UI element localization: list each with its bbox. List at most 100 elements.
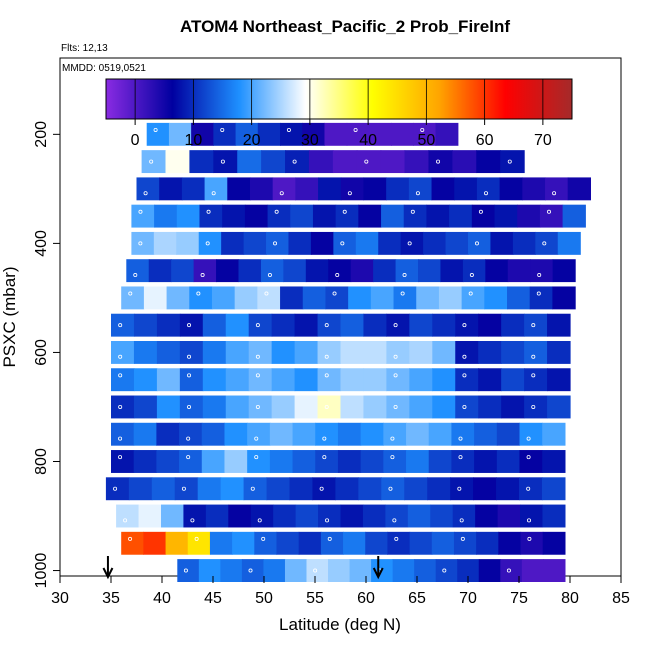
sample-marker [353,127,358,132]
layer-350 [131,204,586,228]
sample-marker [507,159,512,164]
x-tick-label: 35 [102,590,120,607]
heat-cell [416,286,440,310]
heat-cell [320,531,344,555]
heat-cell [317,368,342,392]
heat-cell [204,177,228,201]
sample-marker [118,436,123,441]
heat-cell [179,313,204,337]
heat-cell [244,204,269,228]
heat-cell [403,204,428,228]
sample-markers [113,127,557,573]
heat-cell [381,477,405,501]
sample-marker [123,518,128,523]
heat-cell [519,422,543,446]
heat-cell [427,477,451,501]
heat-cell [146,122,170,146]
x-tick-label: 60 [357,590,375,607]
heat-cell [406,450,430,473]
heat-cell [478,313,502,337]
layer-200 [146,122,459,146]
heat-cell [535,231,559,255]
heat-cell [409,313,433,337]
colorbar-tick-label: 70 [534,132,552,149]
sample-marker [531,373,536,378]
heat-cell [250,504,274,528]
heat-cell [490,231,514,255]
heat-cell [198,231,222,255]
sample-marker [194,536,199,541]
sample-marker [400,291,405,296]
heat-cell [457,559,480,582]
heat-cell [116,504,140,528]
layer-450 [126,259,576,283]
sample-marker [206,209,211,214]
heat-cell [111,395,135,419]
sample-marker [118,455,123,460]
heat-cell [387,531,411,555]
heat-cell [418,259,442,283]
heat-cell [324,122,348,146]
sample-marker [394,536,399,541]
heat-cell [221,231,245,255]
heat-cell [363,340,387,364]
heat-cell [474,422,498,446]
heat-cell [432,313,456,337]
sample-marker [274,209,279,214]
heat-cell [105,477,130,501]
sample-marker [531,354,536,359]
heat-cell [183,504,207,528]
heat-cell [225,313,250,337]
sample-marker [347,191,352,196]
heat-cell [317,395,342,419]
heat-cell [485,259,509,283]
heat-cell [143,286,168,310]
sample-marker [462,373,467,378]
heat-cell [290,204,314,228]
heat-cell [205,504,229,528]
heat-cell [512,231,536,255]
heat-cell [454,177,478,201]
heat-cell [160,504,185,528]
heat-cell [181,177,206,201]
sample-marker [442,568,447,573]
heat-cell [288,231,312,255]
heat-cell [232,531,255,555]
heat-cell [211,286,236,310]
heat-cell [335,477,359,501]
heat-cell [248,395,273,419]
heat-cell [138,504,162,528]
heat-cell [328,559,351,582]
sample-marker [531,404,536,409]
heat-cell [386,177,410,201]
y-axis: 200 400 600 800 1000 [33,121,60,588]
heat-cell [462,259,486,283]
y-tick-label: 600 [33,339,50,366]
sample-marker [261,536,266,541]
heat-cell [501,395,525,419]
heat-cell [547,340,571,364]
heat-cell [213,150,238,174]
heat-cell [241,559,265,582]
heat-cell [363,177,387,201]
heat-cell [340,504,364,528]
heat-cell [450,477,474,501]
y-tick-label: 1000 [33,553,50,589]
heat-cell [471,204,496,228]
sample-marker [220,159,225,164]
heat-cell [520,531,544,555]
heat-cell [176,204,201,228]
heat-cell [156,422,180,446]
sample-marker [546,209,551,214]
heat-cell [243,477,268,501]
heat-cell [552,259,576,283]
heat-cell [365,531,389,555]
heat-cell [302,286,327,310]
heat-cell [202,368,227,392]
heat-cell [524,368,548,392]
heat-cell [386,368,410,392]
sample-marker [552,191,557,196]
sample-marker [200,273,205,278]
y-tick-label: 400 [33,230,50,257]
heat-cell [360,422,384,446]
